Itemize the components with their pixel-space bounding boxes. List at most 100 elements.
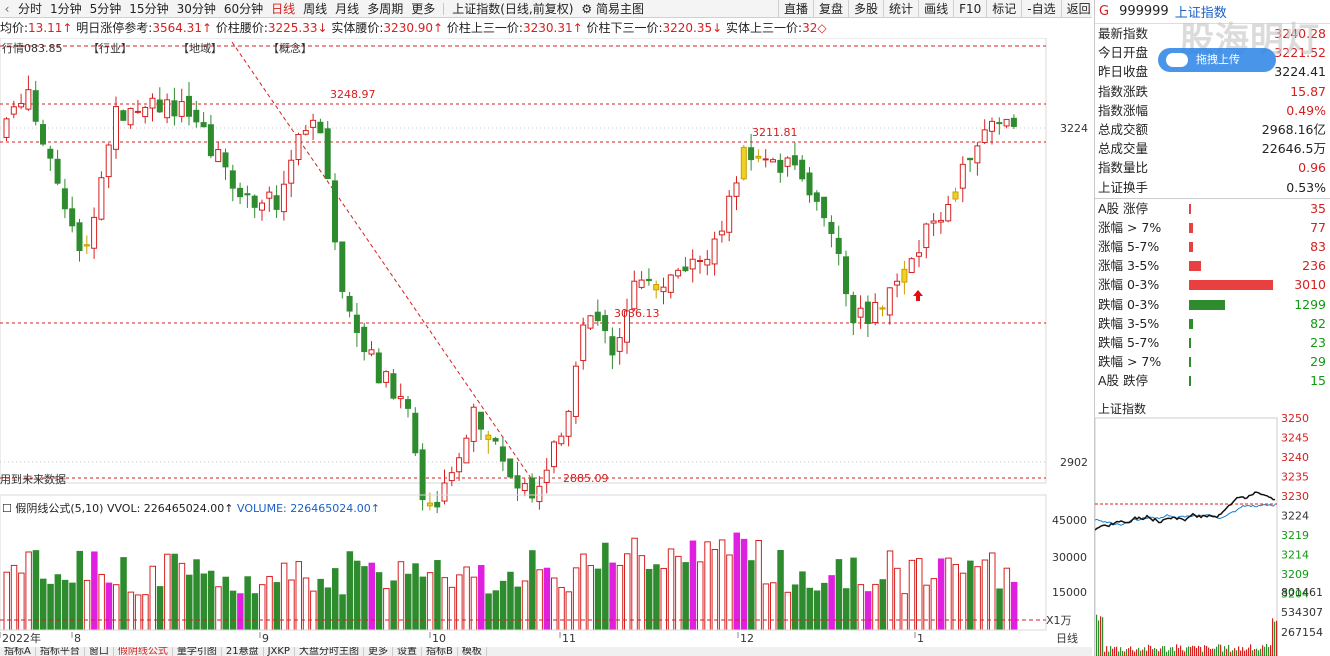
- volume-bars[interactable]: [3, 532, 1018, 631]
- tool-button-1[interactable]: 复盘: [813, 0, 848, 18]
- kline-chart[interactable]: 3248.97 3211.81 3036.13 2885.09 用到未来数据行情083.…: [0, 38, 1092, 648]
- candle[interactable]: [616, 337, 623, 352]
- candle[interactable]: [689, 258, 696, 270]
- candle[interactable]: [580, 324, 587, 362]
- chart-tag-1[interactable]: 【行业】: [88, 42, 132, 55]
- candle[interactable]: [835, 237, 842, 254]
- candle[interactable]: [186, 95, 192, 117]
- candle[interactable]: [872, 301, 879, 324]
- volume-bar[interactable]: [244, 576, 251, 631]
- volume-bar[interactable]: [521, 580, 529, 631]
- volume-bar[interactable]: [419, 576, 427, 631]
- volume-bar[interactable]: [843, 588, 850, 631]
- period-tab-5[interactable]: 60分钟: [223, 2, 264, 16]
- candle[interactable]: [251, 195, 258, 208]
- candle[interactable]: [229, 170, 236, 189]
- candle[interactable]: [748, 147, 755, 161]
- volume-bar[interactable]: [317, 578, 324, 631]
- candle[interactable]: [288, 159, 295, 184]
- volume-bar[interactable]: [594, 568, 602, 631]
- volume-bar[interactable]: [91, 551, 98, 631]
- candle[interactable]: [514, 475, 521, 489]
- volume-bar[interactable]: [426, 572, 434, 631]
- indicator-tab-2[interactable]: 窗口: [84, 647, 114, 656]
- chart-tag-2[interactable]: 【地域】: [178, 42, 222, 55]
- candle[interactable]: [426, 502, 433, 507]
- candle[interactable]: [492, 438, 499, 442]
- candle[interactable]: [711, 238, 718, 265]
- candle[interactable]: [61, 188, 68, 210]
- candle[interactable]: [10, 106, 17, 115]
- candle[interactable]: [894, 280, 901, 286]
- candle[interactable]: [164, 99, 171, 119]
- candle[interactable]: [353, 314, 360, 333]
- candle[interactable]: [536, 485, 543, 503]
- indicator-tab-9[interactable]: 设置: [392, 647, 422, 656]
- volume-bar[interactable]: [945, 557, 952, 631]
- candle[interactable]: [149, 97, 156, 109]
- indicator-tab-3[interactable]: 假阴线公式: [113, 647, 173, 656]
- candle[interactable]: [770, 159, 776, 163]
- candle[interactable]: [280, 183, 287, 213]
- candle[interactable]: [47, 148, 54, 159]
- candle[interactable]: [390, 373, 397, 399]
- candle[interactable]: [54, 158, 61, 184]
- volume-bar[interactable]: [441, 577, 448, 631]
- candle[interactable]: [813, 192, 820, 202]
- candle[interactable]: [660, 286, 667, 293]
- candle[interactable]: [412, 412, 419, 454]
- volume-bar[interactable]: [127, 591, 135, 631]
- candle[interactable]: [499, 446, 506, 462]
- volume-bar[interactable]: [507, 571, 514, 631]
- volume-bar[interactable]: [602, 542, 609, 631]
- candle[interactable]: [967, 157, 974, 161]
- candle[interactable]: [718, 230, 725, 236]
- volume-bar[interactable]: [864, 591, 872, 631]
- candle[interactable]: [697, 260, 703, 263]
- volume-bar[interactable]: [930, 578, 938, 631]
- period-tab-3[interactable]: 15分钟: [129, 2, 169, 16]
- candle[interactable]: [638, 279, 645, 288]
- period-tab-7[interactable]: 周线: [303, 2, 328, 16]
- candle[interactable]: [222, 152, 229, 168]
- volume-bar[interactable]: [105, 582, 113, 631]
- candle[interactable]: [784, 157, 791, 167]
- candle[interactable]: [127, 107, 134, 126]
- candle[interactable]: [237, 187, 244, 198]
- chart-tag-0[interactable]: 行情083.85: [2, 42, 63, 55]
- volume-bar[interactable]: [156, 586, 164, 631]
- volume-bar[interactable]: [302, 577, 310, 631]
- volume-bar[interactable]: [872, 583, 879, 631]
- candle[interactable]: [317, 121, 324, 134]
- volume-bar[interactable]: [799, 571, 806, 631]
- volume-bar[interactable]: [923, 584, 930, 631]
- volume-bar[interactable]: [346, 551, 354, 631]
- candle[interactable]: [645, 278, 652, 282]
- volume-bar[interactable]: [514, 586, 521, 631]
- volume-bar[interactable]: [69, 582, 76, 631]
- volume-bar[interactable]: [959, 572, 967, 631]
- tool-button-4[interactable]: 画线: [918, 0, 953, 18]
- tool-button-6[interactable]: 标记: [986, 0, 1021, 18]
- candle[interactable]: [40, 124, 46, 145]
- volume-bar[interactable]: [1010, 581, 1018, 631]
- candle[interactable]: [463, 437, 470, 464]
- candle[interactable]: [69, 208, 76, 227]
- candle[interactable]: [886, 287, 893, 316]
- volume-bar[interactable]: [47, 583, 54, 631]
- indicator-tab-8[interactable]: 更多: [363, 647, 393, 656]
- tool-button-0[interactable]: 直播: [778, 0, 813, 18]
- volume-bar[interactable]: [726, 554, 733, 631]
- candle[interactable]: [171, 100, 178, 117]
- volume-bar[interactable]: [222, 576, 229, 631]
- candle[interactable]: [551, 441, 557, 468]
- kline-chart-area[interactable]: 3248.97 3211.81 3036.13 2885.09 用到未来数据 行情083.…: [0, 38, 1092, 648]
- volume-bar[interactable]: [879, 579, 886, 631]
- volume-bar[interactable]: [492, 590, 500, 631]
- candle[interactable]: [675, 269, 682, 277]
- volume-bar[interactable]: [200, 573, 208, 631]
- candle[interactable]: [828, 221, 835, 234]
- volume-bar[interactable]: [740, 538, 748, 631]
- indicator-tab-5[interactable]: 21悬盘: [221, 647, 264, 656]
- volume-bar[interactable]: [120, 557, 127, 631]
